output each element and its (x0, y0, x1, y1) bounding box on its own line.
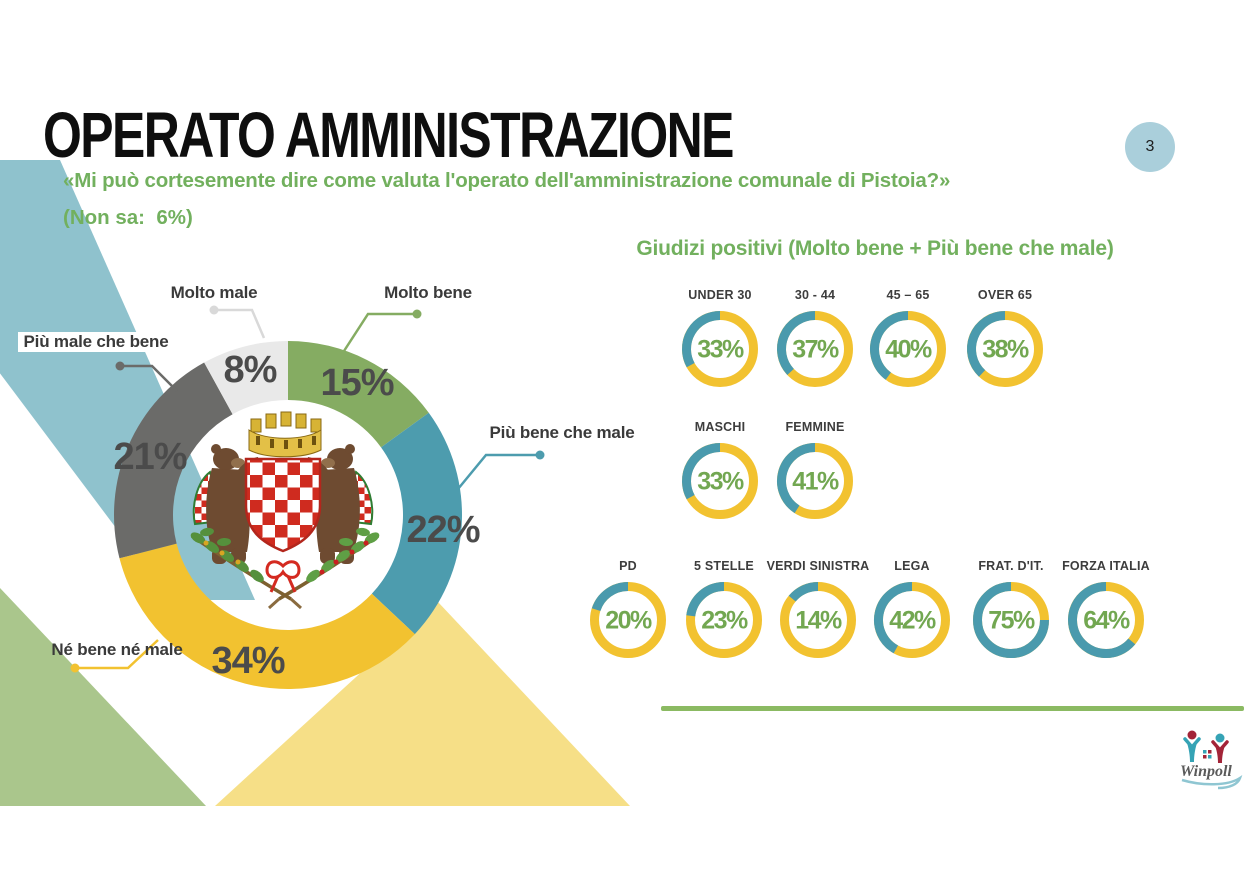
donut-label-piu-bene-che-male: Più bene che male (489, 423, 635, 442)
gauge-ring: 64% (1068, 582, 1144, 658)
leader-piu-bene-che-male (457, 450, 545, 490)
gauge-ring: 20% (590, 582, 666, 658)
gauge-label: LEGA (894, 559, 930, 573)
donut-label-molto-bene: Molto bene (384, 283, 472, 302)
leader-lines (70, 305, 545, 673)
gauge-value: 38% (982, 336, 1029, 364)
gauge-value: 42% (889, 607, 936, 635)
donut-pct-molto-bene: 15% (320, 362, 394, 404)
gauge-value: 40% (885, 336, 932, 364)
gauge-label: FEMMINE (785, 420, 845, 434)
gauge-label: FORZA ITALIA (1062, 559, 1150, 573)
gauge-label: FRAT. D'IT. (978, 559, 1044, 573)
leader-dot (70, 663, 80, 673)
gauge-ring: 23% (686, 582, 762, 658)
gauge-5-stelle: 5 STELLE 23% (664, 559, 784, 660)
laurel-branches (190, 527, 380, 610)
gauge-pd: PD 20% (568, 559, 688, 660)
donut-pct-piu-male-che-bene: 21% (113, 436, 187, 478)
winpoll-logo-icon: Winpoll (1180, 730, 1243, 790)
checkered-shield (244, 457, 322, 553)
leader-dot (209, 305, 219, 315)
gauge-ring: 40% (870, 311, 946, 387)
gauge-ring: 42% (874, 582, 950, 658)
green-corner-triangle (0, 588, 206, 806)
gauge-value: 33% (697, 468, 744, 496)
gauge-under-30: UNDER 30 33% (660, 288, 780, 389)
gauge-label: OVER 65 (977, 288, 1033, 302)
gauge-label: VERDI SINISTRA (766, 559, 870, 573)
gauge-ring: 33% (682, 443, 758, 519)
gauge-value: 20% (605, 607, 652, 635)
gauge-value: 14% (795, 607, 842, 635)
page-number: 3 (1145, 138, 1155, 155)
gauge-ring: 75% (973, 582, 1049, 658)
donut-pct-molto-male: 8% (223, 349, 278, 391)
gauge-value: 41% (792, 468, 839, 496)
non-sa-note: (Non sa: 6%) (63, 206, 193, 229)
leader-dot (535, 450, 545, 460)
crown-icon (248, 411, 322, 458)
ribbon-bow (265, 560, 301, 593)
leader-dot (115, 361, 125, 371)
bear-right (305, 443, 374, 565)
gauge-label: 45 – 65 (886, 288, 930, 302)
gauge-value: 64% (1083, 607, 1130, 635)
gauge-ring: 41% (777, 443, 853, 519)
gauge-femmine: FEMMINE 41% (755, 420, 875, 521)
gauge-label: 5 STELLE (694, 559, 754, 573)
gauge-over-65: OVER 65 38% (945, 288, 1065, 389)
gauge-value: 23% (701, 607, 748, 635)
winpoll-logo: Winpoll (1172, 726, 1246, 790)
gauge-ring: 14% (780, 582, 856, 658)
gauge-frat-d-it-: FRAT. D'IT. 75% (951, 559, 1071, 660)
page-title: OPERATO AMMINISTRAZIONE (43, 99, 734, 171)
positive-judgments-title: Giudizi positivi (Molto bene + Più bene … (636, 237, 1114, 260)
donut-pct-piu-bene-che-male: 22% (406, 509, 480, 551)
gauge-value: 33% (697, 336, 744, 364)
gauge-value: 37% (792, 336, 839, 364)
donut-label-ne-bene-ne-male: Né bene né male (51, 640, 183, 659)
gauge-30-44: 30 - 44 37% (755, 288, 875, 389)
leader-molto-bene (342, 309, 422, 352)
gauge-ring: 33% (682, 311, 758, 387)
winpoll-logo-text: Winpoll (1180, 763, 1232, 780)
gauge-label: 30 - 44 (794, 288, 836, 302)
leader-dot (412, 309, 422, 319)
donut-label-molto-male: Molto male (170, 283, 258, 302)
donut-label-piu-male-che-bene: Più male che bene (18, 332, 174, 352)
leader-molto-male (209, 305, 266, 339)
gauge-label: PD (619, 559, 637, 573)
pistoia-coat-of-arms (190, 411, 380, 610)
bear-left (192, 444, 260, 564)
gauge-verdi-sinistra: VERDI SINISTRA 14% (758, 559, 878, 660)
separator-line (661, 706, 1244, 711)
gauge-forza-italia: FORZA ITALIA 64% (1046, 559, 1166, 660)
gauge-maschi: MASCHI 33% (660, 420, 780, 521)
page-number-badge: 3 (1125, 122, 1175, 172)
gauge-label: MASCHI (694, 420, 746, 434)
gauge-ring: 37% (777, 311, 853, 387)
survey-question: «Mi può cortesemente dire come valuta l'… (63, 169, 951, 192)
gauge-ring: 38% (967, 311, 1043, 387)
donut-pct-ne-bene-ne-male: 34% (211, 640, 285, 682)
gauge-label: UNDER 30 (688, 288, 752, 302)
gauge-value: 75% (988, 607, 1035, 635)
leader-piu-male-che-bene (115, 361, 178, 392)
gauge-45-65: 45 – 65 40% (848, 288, 968, 389)
gauge-lega: LEGA 42% (852, 559, 972, 660)
